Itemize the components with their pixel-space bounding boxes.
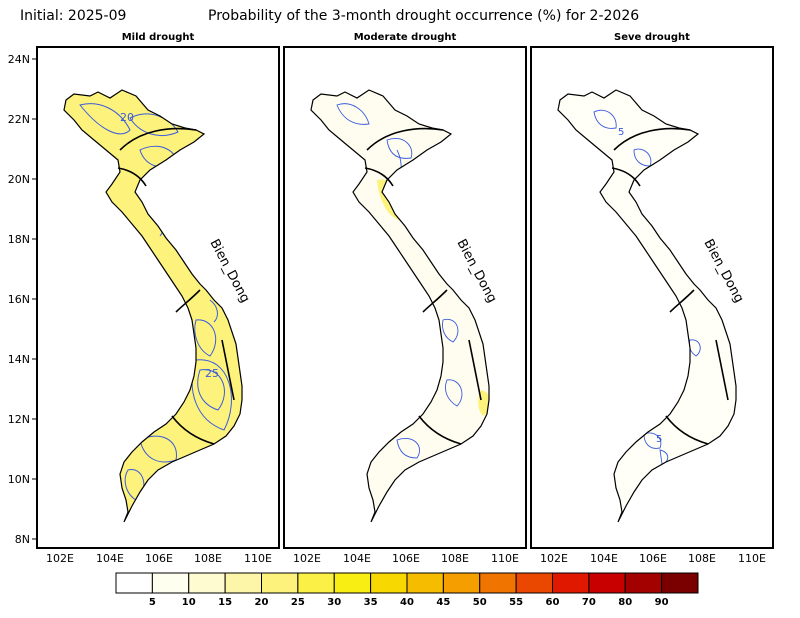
lat-tick-label: 16N [8,293,30,306]
lon-tick-label: 110E [491,552,519,565]
contour-label: 20 [120,111,134,124]
lat-tick-label: 20N [8,173,30,186]
panel-title: Moderate drought [354,32,457,43]
lat-tick-label: 22N [8,113,30,126]
lon-tick-label: 108E [194,552,222,565]
colorbar-swatch [624,572,663,594]
lat-tick-label: 24N [8,53,30,66]
lat-tick-label: 10N [8,473,30,486]
lon-tick-label: 106E [392,552,420,565]
lon-tick-label: 102E [540,552,568,565]
colorbar-swatch [661,572,699,594]
lat-tick-label: 8N [15,533,30,546]
colorbar-tick-label: 45 [436,597,450,608]
colorbar-swatch [515,572,553,594]
colorbar-tick-label: 25 [291,597,305,608]
colorbar-swatch [261,572,299,594]
lat-tick-label: 18N [8,233,30,246]
lon-tick-label: 106E [639,552,667,565]
lon-tick-label: 104E [96,552,124,565]
panel-severe: 5 5 Bien_Dong Seve drought [530,32,774,549]
colorbar-swatch [151,572,190,594]
colorbar-tick-label: 30 [327,597,341,608]
colorbar-swatch [333,572,372,594]
lon-tick-label: 104E [343,552,371,565]
lon-tick-label: 102E [46,552,74,565]
initial-date-label: Initial: 2025-09 [20,8,127,24]
panel-moderate: Bien_Dong Moderate drought [283,32,527,549]
colorbar-swatch [588,572,626,594]
lon-axis-panel-3: 102E 104E 106E 108E 110E [540,552,766,565]
colorbar-tick-label: 15 [218,597,232,608]
figure-title: Probability of the 3-month drought occur… [208,8,640,24]
colorbar-tick-label: 10 [182,597,196,608]
panel-title: Mild drought [122,32,195,43]
colorbar-tick-label: 60 [546,597,560,608]
lat-tick-label: 14N [8,353,30,366]
colorbar-swatch [370,572,408,594]
latitude-axis: 24N 22N 20N 18N 16N 14N 12N 10N 8N [8,53,37,546]
contour-label: 25 [205,367,219,380]
colorbar-tick-label: 50 [473,597,487,608]
colorbar-tick-label: 20 [255,597,269,608]
colorbar-tick-label: 80 [618,597,632,608]
colorbar-swatch [224,572,262,594]
longitude-axis: 102E 104E 106E 108E 110E 102E 104E 106E … [46,552,766,565]
panel-title: Seve drought [614,32,690,43]
lon-tick-label: 104E [590,552,618,565]
lon-axis-panel-2: 102E 104E 106E 108E 110E [293,552,519,565]
lon-tick-label: 108E [441,552,469,565]
colorbar-swatch [552,572,590,594]
colorbar-swatch [188,572,226,594]
colorbar-tick-label: 90 [655,597,669,608]
colorbar-tick-label: 5 [149,597,156,608]
colorbar-tick-label: 70 [582,597,596,608]
colorbar-swatch [115,572,153,594]
colorbar-swatch [479,572,517,594]
panel-mild: 20 25 Bien_Dong Mild drought [36,32,280,549]
lon-axis-panel-1: 102E 104E 106E 108E 110E [46,552,272,565]
lat-tick-label: 12N [8,413,30,426]
lon-tick-label: 108E [688,552,716,565]
colorbar-swatch [297,572,335,594]
contour-label: 5 [618,127,624,138]
lon-tick-label: 102E [293,552,321,565]
lon-tick-label: 110E [244,552,272,565]
colorbar-tick-label: 55 [509,597,523,608]
colorbar-swatch [442,572,481,594]
colorbar: 5 10 15 20 25 30 35 40 45 50 55 60 70 80 90 [115,572,699,608]
lon-tick-label: 106E [145,552,173,565]
colorbar-tick-label: 35 [364,597,378,608]
colorbar-tick-label: 40 [400,597,414,608]
colorbar-swatch [406,572,444,594]
contour-label: 5 [656,434,662,445]
lon-tick-label: 110E [738,552,766,565]
